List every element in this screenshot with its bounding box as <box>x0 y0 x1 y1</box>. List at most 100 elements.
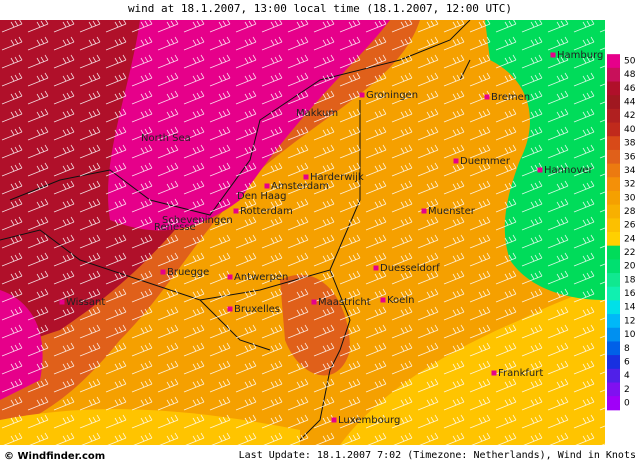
city-marker <box>264 183 270 189</box>
city-label: Luxembourg <box>338 415 400 426</box>
city-marker <box>359 92 365 98</box>
city-label: Renesse <box>154 222 196 233</box>
legend-swatch <box>607 108 620 124</box>
update-info: Last Update: 18.1.2007 7:02 (Timezone: N… <box>239 450 636 461</box>
city-label: Koeln <box>387 295 414 306</box>
legend-swatch <box>607 286 620 301</box>
legend-label: 44 <box>624 98 636 108</box>
legend-label: 8 <box>624 344 630 354</box>
city-marker <box>537 167 543 173</box>
city-label: Duesseldorf <box>380 263 440 274</box>
legend-swatch <box>607 149 620 165</box>
city-label: Duemmer <box>460 156 511 167</box>
legend-swatch <box>607 163 620 178</box>
legend-label: 20 <box>624 262 636 272</box>
legend-swatch <box>607 190 620 206</box>
legend-label: 6 <box>624 357 630 367</box>
legend-label: 42 <box>624 111 635 121</box>
legend-swatch <box>607 396 620 411</box>
legend-label: 38 <box>624 139 636 149</box>
city-marker <box>289 110 295 116</box>
city-label: Rotterdam <box>240 206 293 217</box>
legend-label: 24 <box>624 234 636 244</box>
city-marker <box>373 265 379 271</box>
legend-label: 28 <box>624 207 636 217</box>
city-label: Harderwijk <box>310 172 364 183</box>
city-label: Groningen <box>366 90 418 101</box>
legend: 5048464442403836343230282624222018161412… <box>605 40 640 445</box>
legend-label: 40 <box>624 125 636 135</box>
legend-label: 30 <box>624 193 636 203</box>
city-label: Muenster <box>428 206 476 217</box>
legend-swatch <box>607 81 620 96</box>
city-marker <box>380 297 386 303</box>
city-label: Hamburg <box>557 50 603 61</box>
legend-swatch <box>607 341 620 356</box>
city-marker <box>233 208 239 214</box>
city-marker <box>160 269 166 275</box>
city-label: Bruegge <box>167 267 209 278</box>
city-label: Antwerpen <box>234 272 288 283</box>
title: wind at 18.1.2007, 13:00 local time (18.… <box>128 2 512 15</box>
legend-label: 14 <box>624 303 636 313</box>
legend-label: 32 <box>624 180 635 190</box>
legend-label: 48 <box>624 70 636 80</box>
city-marker <box>227 274 233 280</box>
legend-label: 4 <box>624 371 630 381</box>
legend-swatch <box>607 136 620 151</box>
city-label: Makkum <box>296 108 338 119</box>
city-marker <box>331 417 337 423</box>
legend-label: 46 <box>624 84 636 94</box>
city-marker <box>453 158 459 164</box>
legend-swatch <box>607 273 620 288</box>
legend-label: 16 <box>624 289 636 299</box>
city-label: Frankfurt <box>498 368 543 379</box>
legend-swatch <box>607 54 620 69</box>
legend-swatch <box>607 314 620 329</box>
legend-label: 26 <box>624 221 636 231</box>
city-marker <box>59 299 65 305</box>
legend-swatch <box>607 95 620 110</box>
legend-swatch <box>607 300 620 315</box>
legend-label: 12 <box>624 316 635 326</box>
city-marker <box>484 94 490 100</box>
legend-swatch <box>607 122 620 137</box>
city-label: Bruxelles <box>234 304 280 315</box>
city-marker <box>230 193 236 199</box>
city-label: Scheveningen <box>162 215 233 226</box>
city-marker <box>303 174 309 180</box>
legend-swatch <box>607 368 620 383</box>
wind-barbs <box>0 20 605 445</box>
city-marker <box>491 370 497 376</box>
city-label: Den Haag <box>237 191 287 202</box>
city-label: North Sea <box>141 133 191 144</box>
legend-swatch <box>607 382 620 397</box>
legend-swatch <box>607 232 620 247</box>
city-marker <box>227 306 233 312</box>
legend-label: 36 <box>624 152 636 162</box>
legend-swatch <box>607 245 620 260</box>
legend-label: 18 <box>624 275 636 285</box>
city-label: Maastricht <box>318 297 371 308</box>
legend-label: 50 <box>624 57 636 67</box>
legend-label: 0 <box>624 399 630 409</box>
city-label: Bremen <box>491 92 530 103</box>
city-marker <box>550 52 556 58</box>
legend-swatch <box>607 355 620 370</box>
legend-swatch <box>607 218 620 233</box>
city-label: Hannover <box>544 165 594 176</box>
city-marker <box>311 299 317 305</box>
legend-label: 34 <box>624 166 636 176</box>
brand: © Windfinder.com <box>4 451 105 462</box>
city-label: Wissant <box>66 297 105 308</box>
legend-swatch <box>607 177 620 192</box>
legend-swatch <box>607 67 620 83</box>
city-marker <box>421 208 427 214</box>
legend-swatch <box>607 259 620 274</box>
legend-label: 22 <box>624 248 635 258</box>
legend-swatch <box>607 327 620 342</box>
legend-label: 10 <box>624 330 636 340</box>
legend-swatch <box>607 204 620 219</box>
city-labels: Hamburg Bremen Groningen Makkum North Sea Har… <box>59 50 603 426</box>
